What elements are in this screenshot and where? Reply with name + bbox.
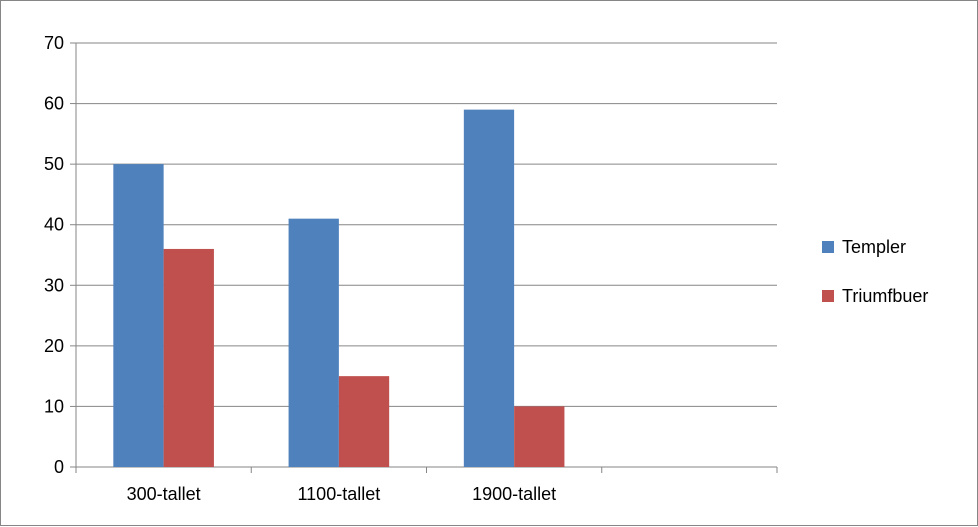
bar-triumfbuer-1900-tallet (514, 406, 565, 467)
bars (113, 109, 565, 467)
bar-templer-1100-tallet (288, 218, 339, 467)
legend: Templer Triumfbuer (822, 237, 928, 306)
bar-templer-300-tallet (113, 164, 164, 467)
y-tick-label: 20 (44, 336, 64, 356)
x-tick-label: 300-tallet (127, 484, 201, 504)
legend-label-triumfbuer: Triumfbuer (842, 286, 928, 306)
bar-triumfbuer-300-tallet (163, 248, 214, 467)
y-tick-label: 30 (44, 275, 64, 295)
y-tick-label: 50 (44, 154, 64, 174)
legend-label-templer: Templer (842, 237, 906, 257)
legend-swatch-templer (822, 241, 834, 253)
y-tick-label: 60 (44, 94, 64, 114)
x-tick-label: 1100-tallet (298, 484, 381, 504)
x-tick-label: 1900-tallet (472, 484, 556, 504)
bar-templer-1900-tallet (463, 109, 515, 467)
legend-swatch-triumfbuer (822, 290, 834, 302)
y-tick-label: 40 (44, 215, 64, 235)
y-tick-labels: 0 10 20 30 40 50 60 70 (44, 33, 64, 477)
y-tick-label: 70 (44, 33, 64, 53)
bar-triumfbuer-1100-tallet (338, 376, 390, 467)
y-tick-label: 0 (54, 457, 64, 477)
x-tick-labels: 300-tallet 1100-tallet 1900-tallet (127, 484, 557, 504)
y-tick-label: 10 (44, 396, 64, 416)
